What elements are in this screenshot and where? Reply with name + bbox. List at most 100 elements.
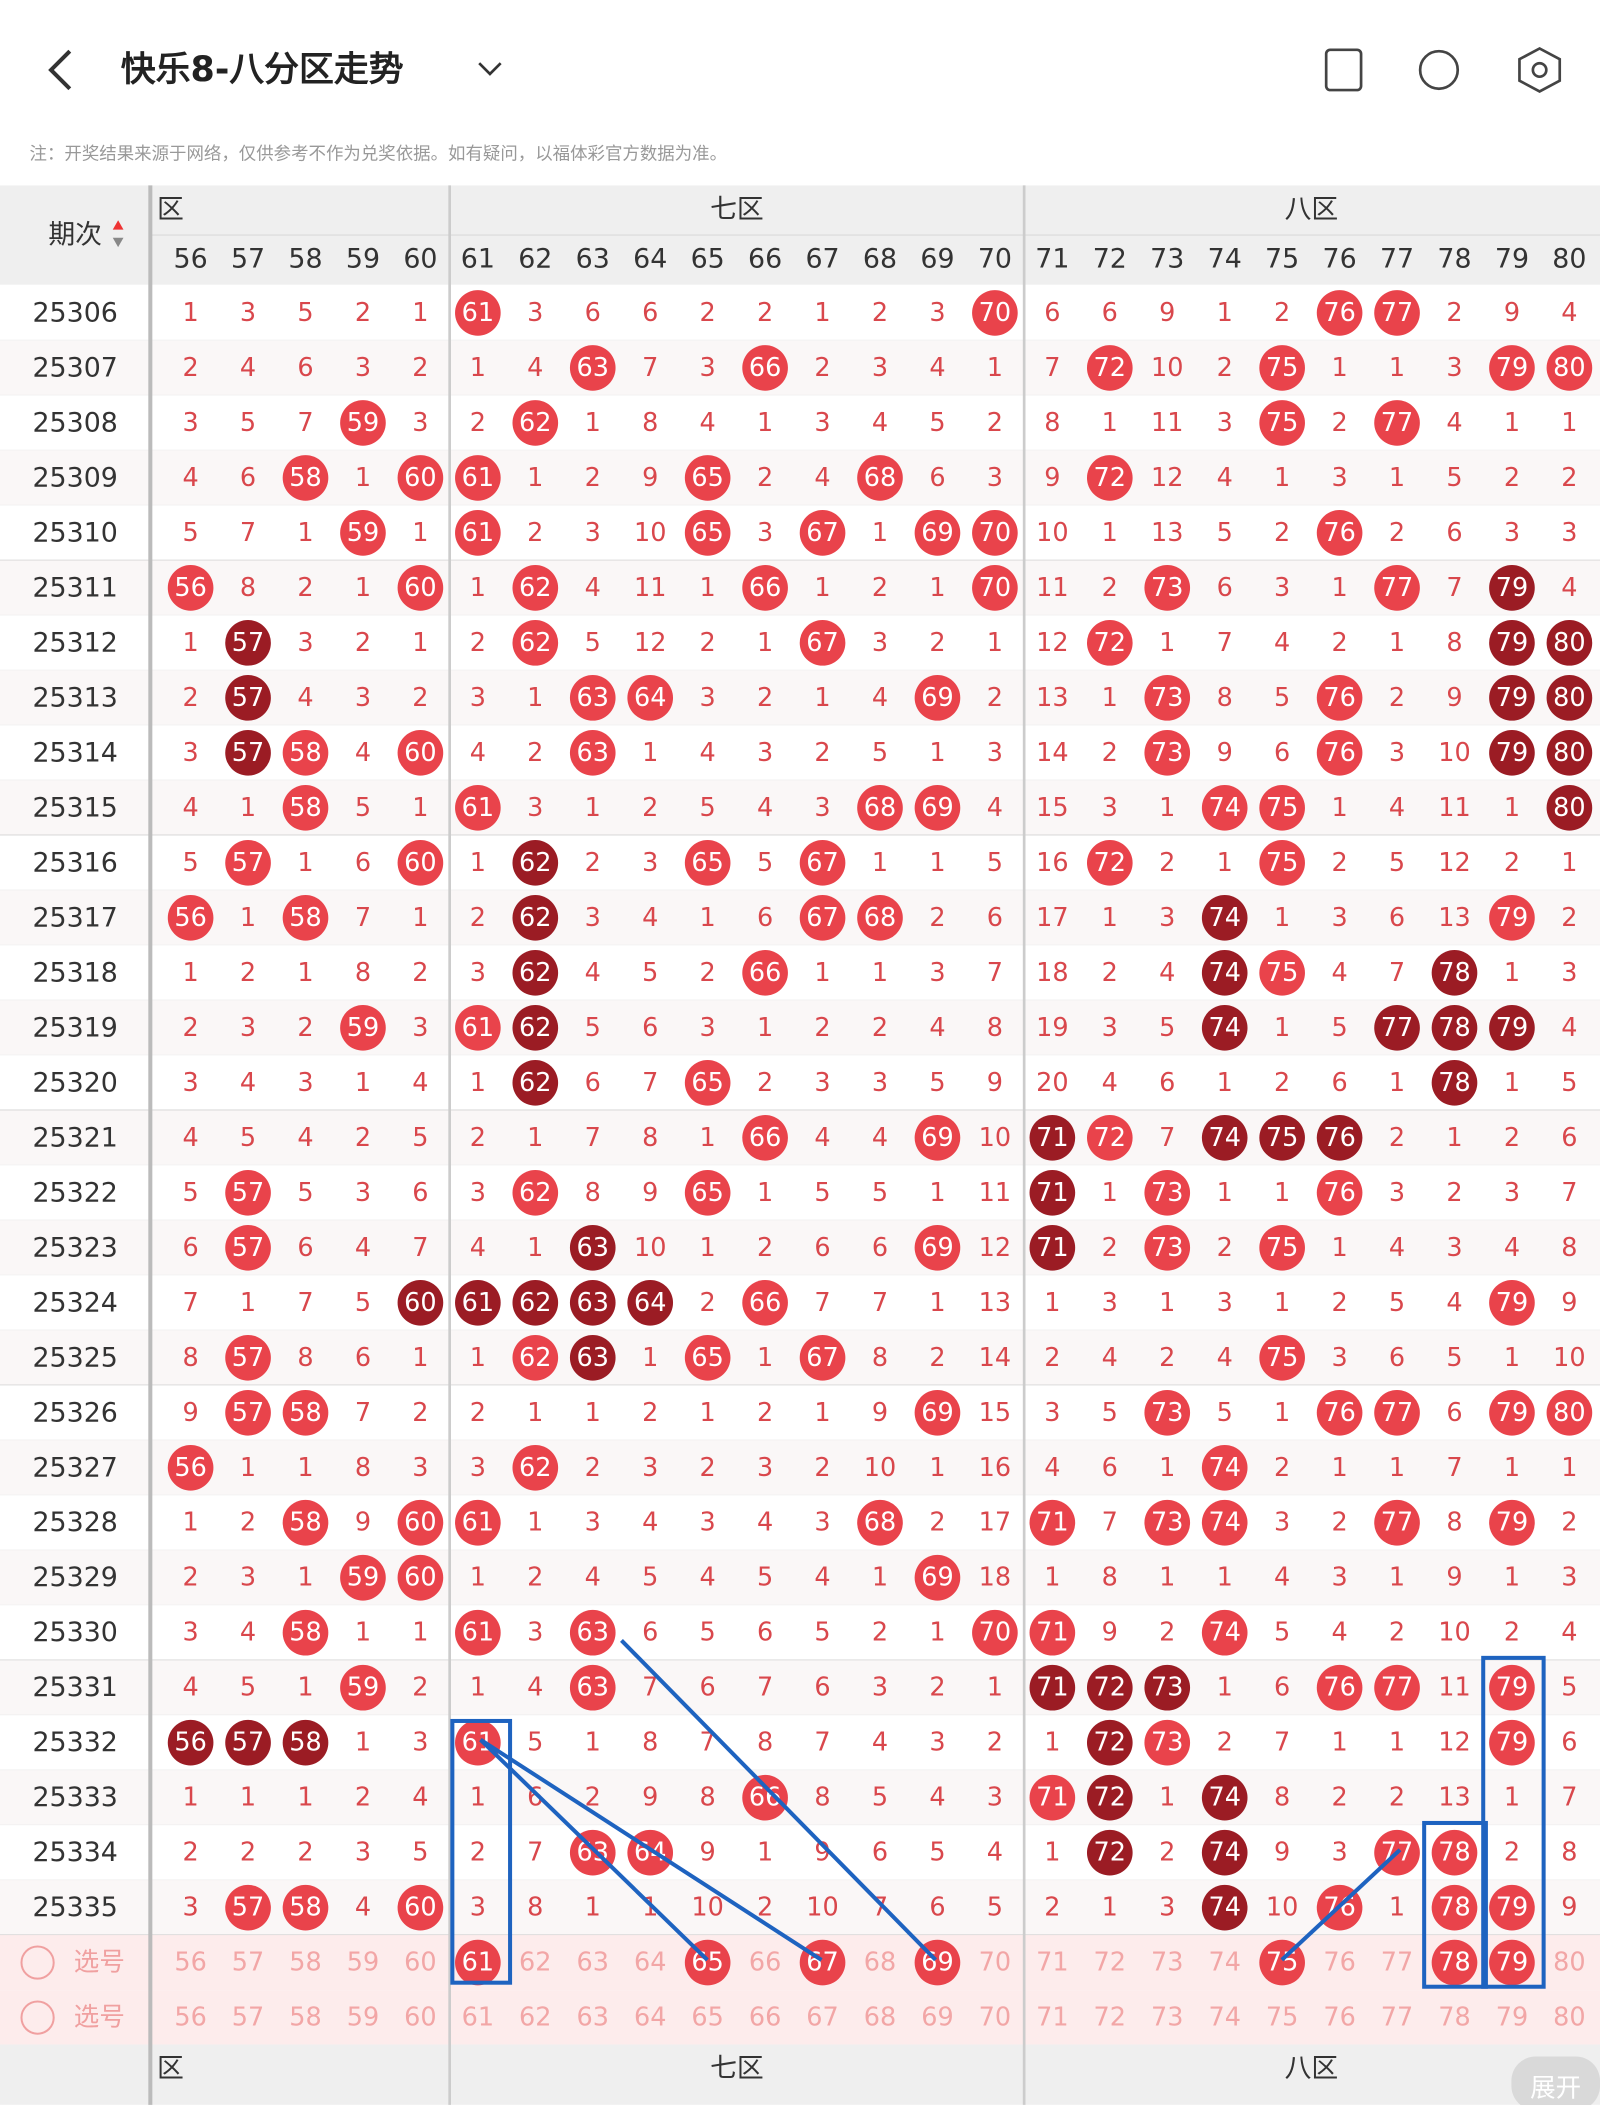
cell-miss: 2 bbox=[1331, 848, 1347, 878]
cell-miss: 3 bbox=[757, 1453, 773, 1483]
cell-miss: 6 bbox=[355, 1343, 371, 1373]
expand-button[interactable] bbox=[1511, 2056, 1600, 2109]
cell-hit: 61 bbox=[462, 1508, 494, 1538]
cell-hit: 67 bbox=[806, 518, 838, 548]
cell-miss: 12 bbox=[1438, 1728, 1470, 1758]
cell-miss: 4 bbox=[814, 1563, 830, 1593]
cell-miss: 8 bbox=[355, 958, 371, 988]
icon-settings[interactable] bbox=[1518, 46, 1562, 93]
cell-miss: 6 bbox=[1159, 1068, 1175, 1098]
cell-miss: 2 bbox=[297, 1013, 313, 1043]
cell-miss: 10 bbox=[1151, 353, 1183, 383]
hit-ball bbox=[1489, 1719, 1535, 1766]
cell-miss: 3 bbox=[700, 353, 716, 383]
cell-miss: 4 bbox=[182, 1673, 198, 1703]
cell-hit: 71 bbox=[1036, 1618, 1068, 1648]
hit-ball bbox=[455, 1279, 501, 1326]
icon-share[interactable] bbox=[1418, 49, 1460, 91]
cell-hit: 77 bbox=[1381, 573, 1413, 603]
hit-ball bbox=[1489, 1004, 1535, 1051]
hit-ball bbox=[225, 620, 271, 666]
hit-ball bbox=[1316, 290, 1363, 336]
cell-miss: 1 bbox=[814, 573, 830, 603]
cell-hit: 68 bbox=[864, 793, 896, 823]
cell-miss: 2 bbox=[1274, 298, 1290, 328]
cell-miss: 10 bbox=[1438, 1618, 1470, 1648]
hit-ball bbox=[282, 1389, 329, 1436]
cell-miss: 3 bbox=[1159, 903, 1175, 933]
cell-miss: 1 bbox=[1159, 1783, 1175, 1813]
cell-hit: 61 bbox=[462, 1013, 494, 1043]
hit-ball bbox=[1316, 510, 1363, 556]
row-bg bbox=[0, 560, 1600, 616]
hit-ball bbox=[225, 1719, 271, 1766]
row-bg bbox=[0, 1825, 1600, 1881]
cell-miss: 3 bbox=[814, 793, 830, 823]
cell-miss: 4 bbox=[872, 683, 888, 713]
hit-ball bbox=[972, 1609, 1018, 1656]
period: 25311 bbox=[32, 572, 117, 603]
cell-miss: 3 bbox=[929, 958, 945, 988]
annotations bbox=[450, 1639, 1546, 1989]
cell-miss: 8 bbox=[757, 1728, 773, 1758]
hit-ball bbox=[340, 1004, 386, 1051]
cell-miss: 9 bbox=[642, 463, 658, 493]
select-number: 68 bbox=[864, 1948, 896, 1978]
back-button[interactable] bbox=[48, 49, 72, 91]
cell-hit: 76 bbox=[1323, 683, 1355, 713]
cell-hit: 65 bbox=[691, 1343, 723, 1373]
row-bg bbox=[0, 450, 1600, 506]
cell-hit: 79 bbox=[1496, 353, 1528, 383]
cell-miss: 1 bbox=[182, 1783, 198, 1813]
cell-miss: 2 bbox=[240, 1838, 256, 1868]
cell-hit: 57 bbox=[232, 1233, 264, 1263]
cell-hit: 65 bbox=[691, 1068, 723, 1098]
cell-hit: 77 bbox=[1381, 298, 1413, 328]
hit-ball bbox=[627, 675, 674, 721]
hit-ball bbox=[799, 620, 846, 666]
column-number: 76 bbox=[1323, 244, 1357, 275]
hit-ball bbox=[799, 510, 846, 556]
column-number: 74 bbox=[1208, 244, 1242, 275]
cell-hit: 60 bbox=[404, 1508, 436, 1538]
hit-ball bbox=[569, 1829, 616, 1876]
hit-ball bbox=[282, 785, 329, 831]
cell-hit: 80 bbox=[1553, 683, 1585, 713]
hit-ball bbox=[455, 1004, 501, 1051]
cell-miss: 8 bbox=[642, 1728, 658, 1758]
cell-miss: 7 bbox=[700, 1728, 716, 1758]
cell-miss: 3 bbox=[642, 1453, 658, 1483]
hit-ball bbox=[569, 1664, 616, 1711]
dropdown[interactable] bbox=[478, 62, 502, 76]
cell-miss: 6 bbox=[1561, 1728, 1577, 1758]
period: 25323 bbox=[32, 1232, 117, 1263]
cell-miss: 12 bbox=[979, 1233, 1011, 1263]
cell-miss: 2 bbox=[1504, 848, 1520, 878]
cell-hit: 66 bbox=[749, 573, 781, 603]
cell-miss: 5 bbox=[929, 1838, 945, 1868]
cell-miss: 2 bbox=[757, 463, 773, 493]
cell-miss: 3 bbox=[355, 1178, 371, 1208]
cell-miss: 9 bbox=[1504, 298, 1520, 328]
hit-ball bbox=[282, 1719, 329, 1766]
period: 25327 bbox=[32, 1452, 117, 1483]
cell-miss: 18 bbox=[1036, 958, 1068, 988]
cell-miss: 6 bbox=[1389, 1343, 1405, 1373]
cell-miss: 8 bbox=[297, 1343, 313, 1373]
column-number: 67 bbox=[805, 244, 839, 275]
column-number: 70 bbox=[978, 244, 1012, 275]
cell-miss: 1 bbox=[585, 793, 601, 823]
cell-miss: 15 bbox=[1036, 793, 1068, 823]
hit-ball bbox=[455, 1719, 501, 1766]
annotation-line bbox=[479, 1738, 709, 1962]
cell-hit: 58 bbox=[289, 463, 321, 493]
cell-miss: 1 bbox=[700, 903, 716, 933]
cell-hit: 74 bbox=[1208, 1508, 1240, 1538]
cell-miss: 3 bbox=[872, 628, 888, 658]
annotation-box bbox=[450, 1718, 513, 1985]
icon-device[interactable] bbox=[1324, 48, 1363, 92]
cell-miss: 1 bbox=[240, 793, 256, 823]
cell-miss: 2 bbox=[412, 958, 428, 988]
hit-ball bbox=[1201, 1004, 1248, 1051]
cell-miss: 13 bbox=[979, 1288, 1011, 1318]
